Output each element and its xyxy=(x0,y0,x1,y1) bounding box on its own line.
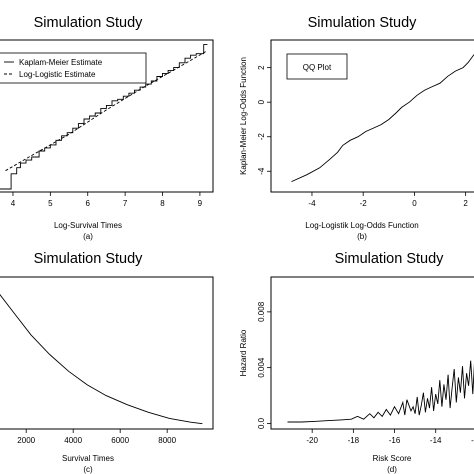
panel-a-x-tick-label: 4 xyxy=(11,199,16,208)
panel-c-x-ticks: 2000 4000 6000 8000 xyxy=(17,429,177,445)
panel-b-x-tick-label: -2 xyxy=(360,199,368,208)
panel-b-title: Simulation Study xyxy=(308,15,418,31)
panel-b: Simulation Study -4 -2 0 2 -4 -2 0 2 QQ Plot L… xyxy=(239,15,474,241)
panel-d-x-tick-label: -14 xyxy=(430,436,442,445)
panel-a-x-tick-label: 6 xyxy=(86,199,91,208)
panel-d-x-tick-label: -18 xyxy=(348,436,360,445)
panel-b-x-tick-label: 2 xyxy=(463,199,468,208)
panel-c: Simulation Study 2000 4000 6000 8000 Surviv… xyxy=(0,251,214,474)
panel-d-series xyxy=(287,360,474,423)
panel-b-x-tick-label: -4 xyxy=(308,199,316,208)
panel-c-plot-frame xyxy=(0,276,214,430)
panel-c-caption: (c) xyxy=(83,465,93,474)
panel-a-x-tick-label: 5 xyxy=(48,199,53,208)
panel-a-legend-label-ll: Log-Logistic Estimate xyxy=(19,70,96,79)
panel-b-series-line-1 xyxy=(291,54,474,183)
panel-a-caption: (a) xyxy=(83,232,93,241)
panel-c-x-tick-label: 6000 xyxy=(111,436,129,445)
panel-b-y-tick-label: 2 xyxy=(257,65,266,70)
panel-c-series xyxy=(0,294,203,425)
panel-b-legend: QQ Plot xyxy=(286,53,348,80)
panel-d-x-axis-label: Risk Score xyxy=(373,454,412,463)
panel-c-x-tick-label: 2000 xyxy=(17,436,35,445)
panel-a-legend-box xyxy=(0,52,147,84)
panel-b-x-ticks: -4 -2 0 2 xyxy=(308,192,468,208)
panel-d-x-tick-label: -16 xyxy=(389,436,401,445)
panel-d-title: Simulation Study xyxy=(335,251,445,267)
panel-b-caption: (b) xyxy=(357,232,367,241)
panel-b-legend-box xyxy=(286,53,348,80)
panel-b-y-tick-label: -2 xyxy=(257,133,266,141)
panel-d-x-ticks: -20 -18 -16 -14 -12 xyxy=(306,429,474,445)
panel-b-y-tick-label: -4 xyxy=(257,167,266,175)
panel-c-title: Simulation Study xyxy=(34,251,144,267)
panel-a: Simulation Study 4 5 6 7 8 9 Kaplam-Meier Est… xyxy=(0,15,214,241)
panel-b-y-ticks: -4 -2 0 2 xyxy=(257,65,271,175)
panel-a-legend-label-km: Kaplam-Meier Estimate xyxy=(19,58,103,67)
panel-a-x-tick-label: 8 xyxy=(160,199,165,208)
panel-b-x-axis-label: Log-Logistik Log-Odds Function xyxy=(305,221,418,230)
panel-b-y-tick-label: 0 xyxy=(257,99,266,104)
panel-d-x-tick-label: -12 xyxy=(471,436,474,445)
panel-c-x-tick-label: 8000 xyxy=(158,436,176,445)
panel-d-plot-frame xyxy=(270,276,474,430)
panel-a-title: Simulation Study xyxy=(34,15,144,31)
panel-d-caption: (d) xyxy=(387,465,397,474)
panel-b-legend-label: QQ Plot xyxy=(303,63,332,72)
panel-a-legend: Kaplam-Meier Estimate Log-Logistic Estim… xyxy=(0,52,147,84)
panel-b-series xyxy=(291,54,474,183)
panel-b-x-tick-label: 0 xyxy=(412,199,417,208)
panel-d: Simulation Study -20 -18 -16 -14 -12 0.0 0.00… xyxy=(239,251,474,474)
panel-a-series-line-2 xyxy=(5,50,208,172)
panel-c-x-axis-label: Survival Times xyxy=(62,454,114,463)
panel-b-plot-frame xyxy=(270,39,474,193)
panel-c-series-line-1 xyxy=(0,294,203,425)
panel-d-series-line-1 xyxy=(287,360,474,423)
panel-a-x-axis-label: Log-Survival Times xyxy=(54,221,122,230)
panel-a-series xyxy=(0,44,208,190)
panel-d-y-tick-label: 0.004 xyxy=(257,357,266,378)
panel-b-y-axis-label: Kaplan-Meier Log-Odds Function xyxy=(239,57,248,175)
panel-d-y-axis-label: Hazard Ratio xyxy=(239,329,248,376)
panel-d-x-tick-label: -20 xyxy=(306,436,318,445)
panel-d-y-ticks: 0.0 0.004 0.008 xyxy=(257,301,271,429)
panel-a-plot-frame xyxy=(0,39,214,193)
panel-c-x-tick-label: 4000 xyxy=(64,436,82,445)
panel-d-y-tick-label: 0.008 xyxy=(257,301,266,322)
panel-a-x-tick-label: 9 xyxy=(198,199,203,208)
panel-a-x-ticks: 4 5 6 7 8 9 xyxy=(11,192,203,208)
panel-a-x-tick-label: 7 xyxy=(123,199,128,208)
panel-d-y-tick-label: 0.0 xyxy=(257,417,266,429)
